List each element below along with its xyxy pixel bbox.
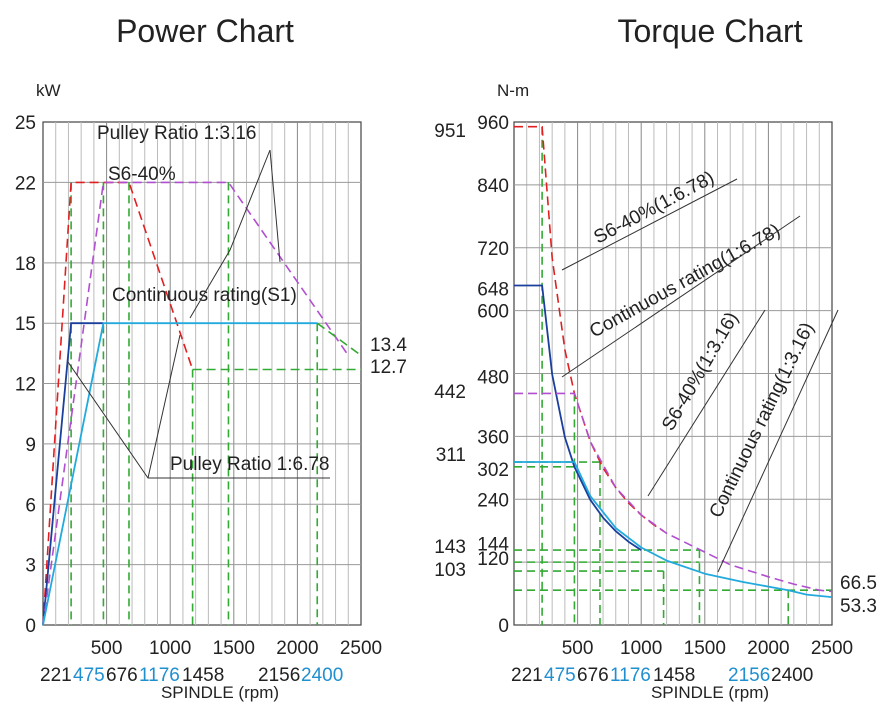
torque-x-axis-title: SPINDLE (rpm) — [651, 683, 769, 702]
power-x-axis-title: SPINDLE (rpm) — [161, 683, 279, 702]
power-end-label-13-4: 13.4 — [370, 335, 407, 356]
torque-y-tick-label: 240 — [477, 490, 509, 511]
torque-speed-label: 676 — [577, 665, 609, 686]
power-annotation-continuous: Continuous rating(S1) — [112, 285, 297, 306]
power-series-s1_316 — [42, 322, 318, 626]
power-y-tick-label: 3 — [25, 556, 36, 577]
torque-leader-line — [561, 178, 738, 271]
power-series-s6_678 — [42, 181, 194, 626]
torque-leader-line — [647, 309, 766, 497]
power-annotation-pulley-316: Pulley Ratio 1:3.16 — [97, 123, 257, 144]
power-speed-label: 1458 — [182, 665, 224, 686]
torque-leader-line — [561, 215, 801, 378]
torque-speed-label: 221 — [511, 665, 543, 686]
power-series-s1_678 — [42, 322, 104, 626]
power-y-tick-label: 0 — [25, 616, 36, 637]
torque-y-tick-label: 600 — [477, 302, 509, 323]
torque-y-tick-label: 960 — [477, 113, 509, 134]
power-x-tick-label: 1000 — [149, 638, 191, 659]
torque-y-tick-label: 480 — [477, 368, 509, 389]
power-chart-title: Power Chart — [116, 13, 294, 49]
power-x-tick-label: 2000 — [276, 638, 318, 659]
power-y-tick-label: 6 — [25, 495, 36, 516]
torque-y-tick-label: 648 — [477, 279, 509, 300]
torque-speed-label: 475 — [544, 665, 576, 686]
power-x-tick-label: 2500 — [340, 638, 382, 659]
torque-y-unit: N-m — [497, 81, 529, 100]
torque-series-s1_316 — [514, 461, 833, 598]
power-speed-label: 676 — [106, 665, 138, 686]
torque-end-label-66-5: 66.5 — [840, 573, 877, 594]
torque-y-tick-label: 720 — [477, 239, 509, 260]
torque-y-tick-label: 144 — [477, 535, 509, 556]
power-y-tick-label: 25 — [15, 113, 36, 134]
torque-x-tick-label: 2000 — [747, 638, 789, 659]
power-speed-label: 221 — [40, 665, 72, 686]
power-y-tick-label: 18 — [15, 254, 36, 275]
torque-gridlines — [513, 121, 833, 626]
power-annotation-pulley-678: Pulley Ratio 1:6.78 — [170, 454, 330, 475]
power-series-s6_316 — [42, 181, 349, 626]
power-series — [42, 181, 362, 626]
power-speed-label: 2156 — [258, 665, 300, 686]
power-leader-line — [189, 149, 271, 319]
torque-end-label-53-3: 53.3 — [840, 596, 877, 617]
power-annotation-s6: S6-40% — [108, 164, 176, 185]
torque-series-s6_316 — [514, 392, 833, 593]
torque-extra-y-label: 951 — [434, 121, 466, 142]
power-tick-labels: 0 3 6 9 12 15 18 22 25 500 1000 1500 2000 2500 221 475 6… — [15, 113, 408, 686]
torque-x-tick-label: 1000 — [620, 638, 662, 659]
torque-speed-label: 2400 — [771, 665, 813, 686]
torque-x-tick-label: 500 — [562, 638, 594, 659]
torque-speed-label: 1176 — [610, 665, 651, 686]
torque-series-s1_678 — [514, 284, 642, 551]
torque-x-tick-label: 1500 — [684, 638, 726, 659]
torque-extra-y-label: 311 — [436, 445, 466, 466]
power-x-tick-label: 500 — [91, 638, 123, 659]
torque-speed-label: 2156 — [728, 665, 770, 686]
torque-y-tick-label: 0 — [498, 616, 509, 637]
power-series-s1_316_tail2 — [316, 322, 362, 357]
power-speed-label: 475 — [73, 665, 105, 686]
torque-y-tick-label: 120 — [477, 549, 509, 570]
power-y-unit: kW — [36, 81, 61, 100]
power-gridlines — [42, 121, 362, 626]
power-speed-label: 1176 — [139, 665, 180, 686]
torque-y-tick-label: 302 — [477, 460, 509, 481]
power-y-tick-label: 9 — [25, 435, 36, 456]
torque-x-tick-label: 2500 — [811, 638, 853, 659]
torque-chart-title: Torque Chart — [618, 13, 803, 49]
torque-extra-y-label: 103 — [434, 560, 466, 581]
torque-y-tick-label: 360 — [477, 427, 509, 448]
power-y-tick-label: 12 — [15, 375, 36, 396]
power-plot-frame — [42, 121, 362, 626]
power-y-tick-label: 15 — [15, 314, 36, 335]
torque-leader-line — [717, 309, 839, 573]
power-speed-label: 2400 — [301, 665, 343, 686]
power-leader-line — [269, 149, 281, 263]
torque-series — [514, 125, 833, 625]
power-leader-line — [147, 334, 181, 479]
torque-speed-label: 1458 — [653, 665, 695, 686]
torque-extra-y-label: 143 — [434, 537, 466, 558]
power-end-label-12-7: 12.7 — [370, 357, 407, 378]
power-y-tick-label: 22 — [15, 173, 36, 194]
power-annotations: Pulley Ratio 1:3.16 S6-40% Continuous rati… — [67, 123, 330, 479]
torque-y-tick-label: 840 — [477, 176, 509, 197]
torque-extra-y-label: 442 — [434, 382, 466, 403]
power-x-tick-label: 1500 — [213, 638, 255, 659]
